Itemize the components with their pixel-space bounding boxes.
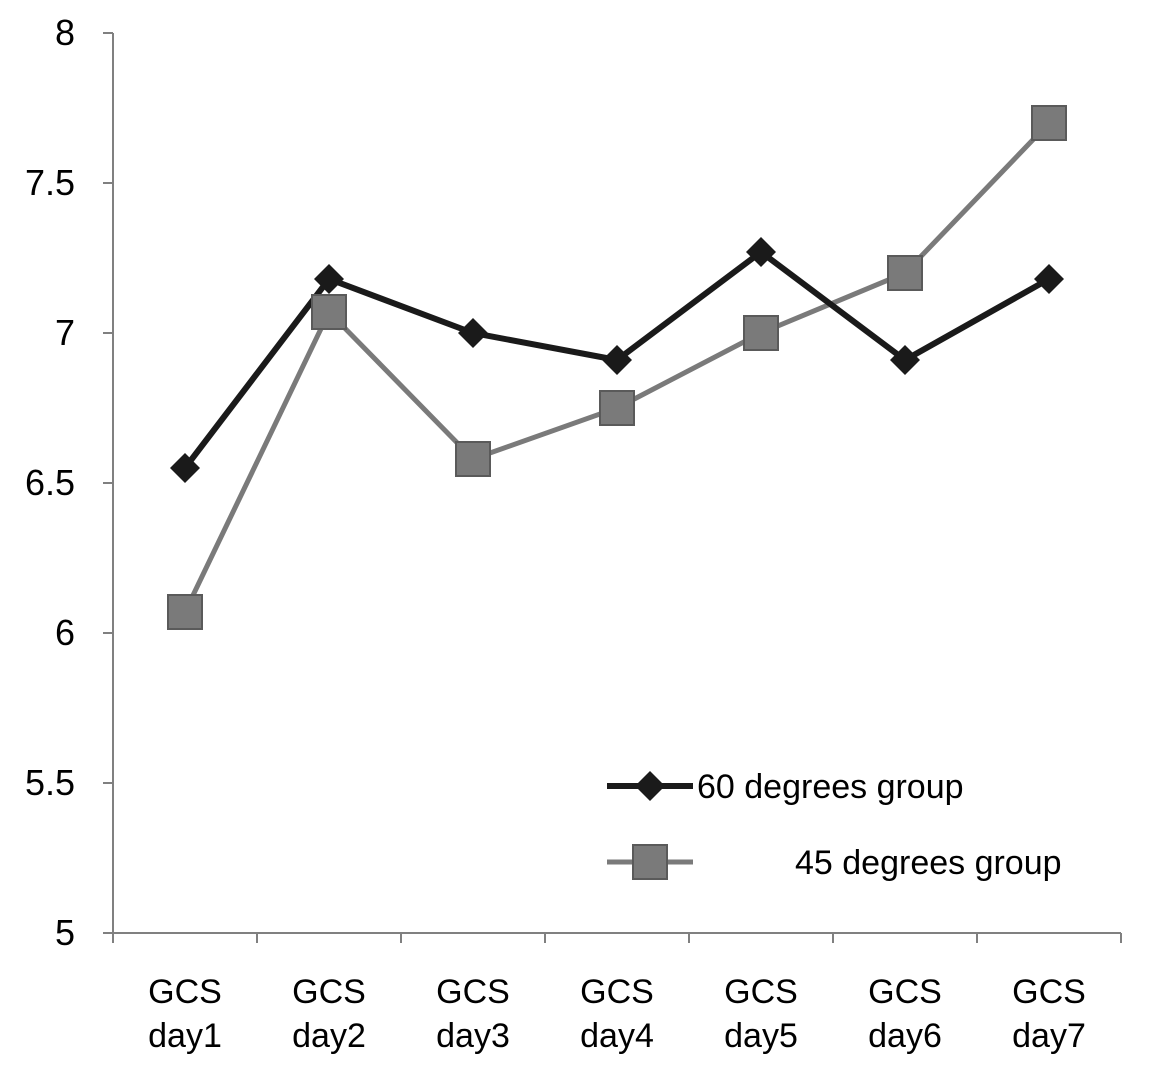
series-60-degrees-point — [890, 345, 920, 375]
x-category-label: GCS day2 — [292, 973, 366, 1055]
series-60-degrees-point — [170, 453, 200, 483]
series-45-degrees-point — [743, 315, 779, 351]
x-category-label-line: day5 — [724, 1017, 798, 1055]
x-category-label-line: GCS — [868, 973, 942, 1011]
y-tick-label: 5.5 — [25, 762, 75, 803]
x-category-label: GCS day3 — [436, 973, 510, 1055]
series-45-degrees-point — [1031, 105, 1067, 141]
series-45-degrees-point — [599, 390, 635, 426]
y-tick-label: 6.5 — [25, 462, 75, 503]
x-category-label-line: day6 — [868, 1017, 942, 1055]
series-45-degrees-point — [167, 594, 203, 630]
x-category-label-line: day3 — [436, 1017, 510, 1055]
x-category-label: GCS day7 — [1012, 973, 1086, 1055]
series-markers — [167, 105, 1067, 630]
x-category-label: GCS day4 — [580, 973, 654, 1055]
x-category-label-line: day1 — [148, 1017, 222, 1055]
legend-45-degrees-marker — [632, 844, 668, 880]
series-60-degrees-point — [314, 264, 344, 294]
x-category-label-line: day2 — [292, 1017, 366, 1055]
x-category-label: GCS day1 — [148, 973, 222, 1055]
x-category-label-line: GCS — [436, 973, 510, 1011]
x-category-label-line: GCS — [1012, 973, 1086, 1011]
x-category-label-line: GCS — [148, 973, 222, 1011]
series-45-degrees-point — [311, 294, 347, 330]
legend: 60 degrees group 45 degrees group — [607, 768, 1062, 882]
x-category-label: GCS day5 — [724, 973, 798, 1055]
x-category-label-line: day4 — [580, 1017, 654, 1055]
y-tick-label: 6 — [55, 612, 75, 653]
legend-60-degrees-label: 60 degrees group — [697, 768, 964, 806]
x-category-label-line: GCS — [292, 973, 366, 1011]
x-category-label-line: GCS — [580, 973, 654, 1011]
y-tick-label: 7.5 — [25, 162, 75, 203]
x-category-label-line: GCS — [724, 973, 798, 1011]
y-axis-ticks: 5 5.5 6 6.5 7 7.5 8 — [25, 12, 113, 953]
legend-45-degrees-label: 45 degrees group — [795, 844, 1062, 882]
legend-60-degrees: 60 degrees group — [607, 768, 964, 806]
y-tick-label: 5 — [55, 912, 75, 953]
series-45-degrees-point — [455, 441, 491, 477]
series-45-degrees-point — [887, 255, 923, 291]
x-category-label-line: day7 — [1012, 1017, 1086, 1055]
chart-axes — [112, 33, 1121, 934]
legend-60-degrees-marker — [635, 771, 665, 801]
x-axis-categories: GCS day1 GCS day2 GCS day3 GCS day4 GCS day5 GCS da… — [112, 933, 1122, 1055]
y-tick-label: 7 — [55, 312, 75, 353]
series-60-degrees-point — [458, 318, 488, 348]
series-60-degrees-point — [746, 237, 776, 267]
y-tick-label: 8 — [55, 12, 75, 53]
x-category-label: GCS day6 — [868, 973, 942, 1055]
legend-45-degrees: 45 degrees group — [607, 844, 1062, 882]
series-60-degrees-point — [602, 345, 632, 375]
series-60-degrees-point — [1034, 264, 1064, 294]
